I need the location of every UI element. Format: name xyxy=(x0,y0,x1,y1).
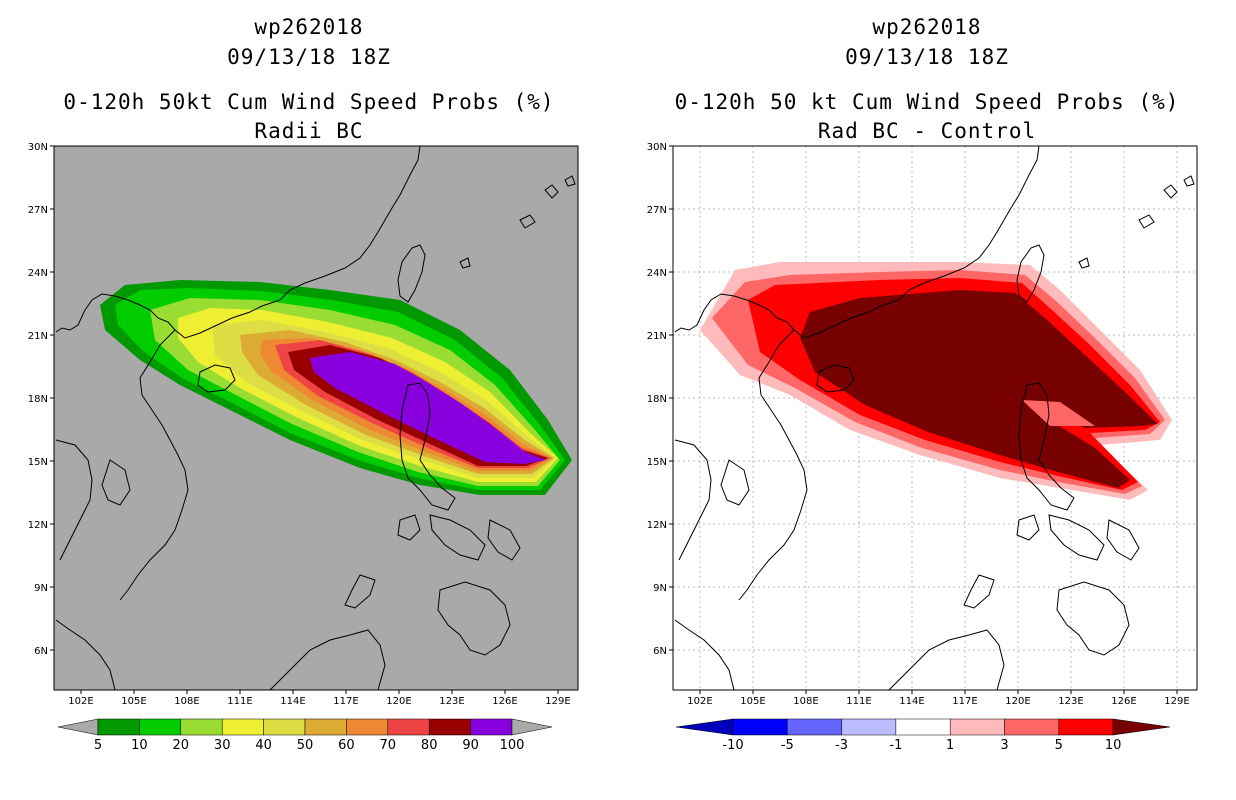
right-lat-label: 12N xyxy=(647,520,667,531)
right-map xyxy=(672,145,1198,691)
right-colorbar-label: -5 xyxy=(781,738,794,753)
right-datetime: 09/13/18 18Z xyxy=(845,45,1009,69)
left-colorbar-swatch xyxy=(470,718,513,736)
left-colorbar-label: 60 xyxy=(338,738,355,753)
left-lat-label: 18N xyxy=(28,394,48,405)
left-colorbar-label: 40 xyxy=(255,738,272,753)
left-colorbar-swatch xyxy=(346,718,389,736)
right-lat-label: 6N xyxy=(653,646,667,657)
left-lat-label: 21N xyxy=(28,331,48,342)
right-lat-label: 9N xyxy=(653,583,667,594)
left-colorbar-label: 5 xyxy=(94,738,102,753)
left-colorbar-label: 20 xyxy=(173,738,190,753)
right-subtitle: Rad BC - Control xyxy=(817,119,1037,143)
right-axes: 30N 27N 24N 21N 18N 15N 12N 9N 6N 102E 105E 108E 111… xyxy=(647,142,1190,707)
left-lon-label: 123E xyxy=(439,696,464,707)
right-lon-label: 105E xyxy=(740,696,765,707)
left-colorbar-low-arrow xyxy=(57,718,99,736)
left-lon-label: 102E xyxy=(68,696,93,707)
left-colorbar-swatch xyxy=(139,718,182,736)
left-colorbar-label: 100 xyxy=(500,738,525,753)
right-lon-label: 129E xyxy=(1164,696,1189,707)
left-subtitle: Radii BC xyxy=(254,119,364,143)
right-lon-label: 102E xyxy=(687,696,712,707)
left-colorbar-label: 30 xyxy=(214,738,231,753)
right-lon-label: 117E xyxy=(952,696,977,707)
right-lon-label: 111E xyxy=(846,696,871,707)
left-lon-label: 117E xyxy=(333,696,358,707)
left-colorbar-swatch xyxy=(428,718,471,736)
right-lat-label: 15N xyxy=(647,457,667,468)
left-lon-label: 108E xyxy=(174,696,199,707)
left-colorbar-swatch xyxy=(387,718,430,736)
left-probability-swath xyxy=(55,146,576,690)
left-colorbar-swatch xyxy=(180,718,223,736)
left-storm-id: wp262018 xyxy=(254,15,364,39)
right-storm-id: wp262018 xyxy=(872,15,982,39)
left-lon-label: 129E xyxy=(545,696,570,707)
left-lat-label: 24N xyxy=(28,268,48,279)
left-colorbar-swatch xyxy=(97,718,140,736)
left-datetime: 09/13/18 18Z xyxy=(227,45,391,69)
right-colorbar-label: -1 xyxy=(889,738,902,753)
right-colorbar-swatch xyxy=(895,718,951,736)
right-colorbar-swatch xyxy=(732,718,788,736)
left-lon-label: 105E xyxy=(121,696,146,707)
right-title: 0-120h 50 kt Cum Wind Speed Probs (%) xyxy=(674,90,1180,114)
left-colorbar-swatch xyxy=(304,718,347,736)
left-colorbar-label: 90 xyxy=(462,738,479,753)
left-lat-label: 12N xyxy=(28,520,48,531)
right-lon-label: 123E xyxy=(1058,696,1083,707)
left-colorbar-label: 10 xyxy=(131,738,148,753)
right-difference-swath xyxy=(700,262,1172,500)
right-colorbar-swatch xyxy=(1058,718,1114,736)
left-lon-label: 120E xyxy=(386,696,411,707)
left-colorbar-label: 50 xyxy=(297,738,314,753)
left-lat-label: 27N xyxy=(28,205,48,216)
left-axes: 30N 27N 24N 21N 18N 15N 12N 9N 6N 102E 105E 108E 111… xyxy=(28,142,571,707)
left-lat-label: 6N xyxy=(34,646,48,657)
right-colorbar-swatch xyxy=(787,718,842,736)
right-lat-label: 30N xyxy=(647,142,667,153)
right-lon-label: 114E xyxy=(899,696,924,707)
right-lat-label: 18N xyxy=(647,394,667,405)
left-lon-label: 126E xyxy=(492,696,517,707)
right-colorbar: -10 -5 -3 -1 1 3 5 10 xyxy=(675,718,1171,753)
left-colorbar-swatch xyxy=(221,718,264,736)
right-colorbar-low-arrow xyxy=(675,718,734,736)
left-lat-label: 9N xyxy=(34,583,48,594)
left-colorbar-label: 70 xyxy=(380,738,397,753)
right-colorbar-label: -10 xyxy=(722,738,743,753)
right-map-frame xyxy=(672,145,1198,691)
left-map-frame xyxy=(53,145,579,691)
left-lat-label: 15N xyxy=(28,457,48,468)
right-colorbar-label: 10 xyxy=(1105,738,1122,753)
right-lon-label: 120E xyxy=(1005,696,1030,707)
right-lon-label: 126E xyxy=(1111,696,1136,707)
right-lat-label: 21N xyxy=(647,331,667,342)
right-colorbar-label: 5 xyxy=(1055,738,1063,753)
left-lon-label: 114E xyxy=(280,696,305,707)
left-colorbar-label: 80 xyxy=(421,738,438,753)
right-colorbar-swatch xyxy=(841,718,897,736)
right-lat-label: 27N xyxy=(647,205,667,216)
left-map xyxy=(53,145,579,691)
right-colorbar-swatch xyxy=(1004,718,1060,736)
right-lat-label: 24N xyxy=(647,268,667,279)
left-colorbar: 5 10 20 30 40 50 60 70 80 90 100 xyxy=(57,718,553,753)
right-colorbar-swatch xyxy=(949,718,1005,736)
left-title: 0-120h 50kt Cum Wind Speed Probs (%) xyxy=(63,90,555,114)
left-lat-label: 30N xyxy=(28,142,48,153)
left-colorbar-swatch xyxy=(263,718,306,736)
right-colorbar-high-arrow xyxy=(1112,718,1171,736)
right-colorbar-label: -3 xyxy=(835,738,848,753)
right-colorbar-label: 1 xyxy=(946,738,954,753)
right-lon-label: 108E xyxy=(793,696,818,707)
left-lon-label: 111E xyxy=(227,696,252,707)
left-colorbar-high-arrow xyxy=(511,718,553,736)
right-colorbar-label: 3 xyxy=(1000,738,1008,753)
